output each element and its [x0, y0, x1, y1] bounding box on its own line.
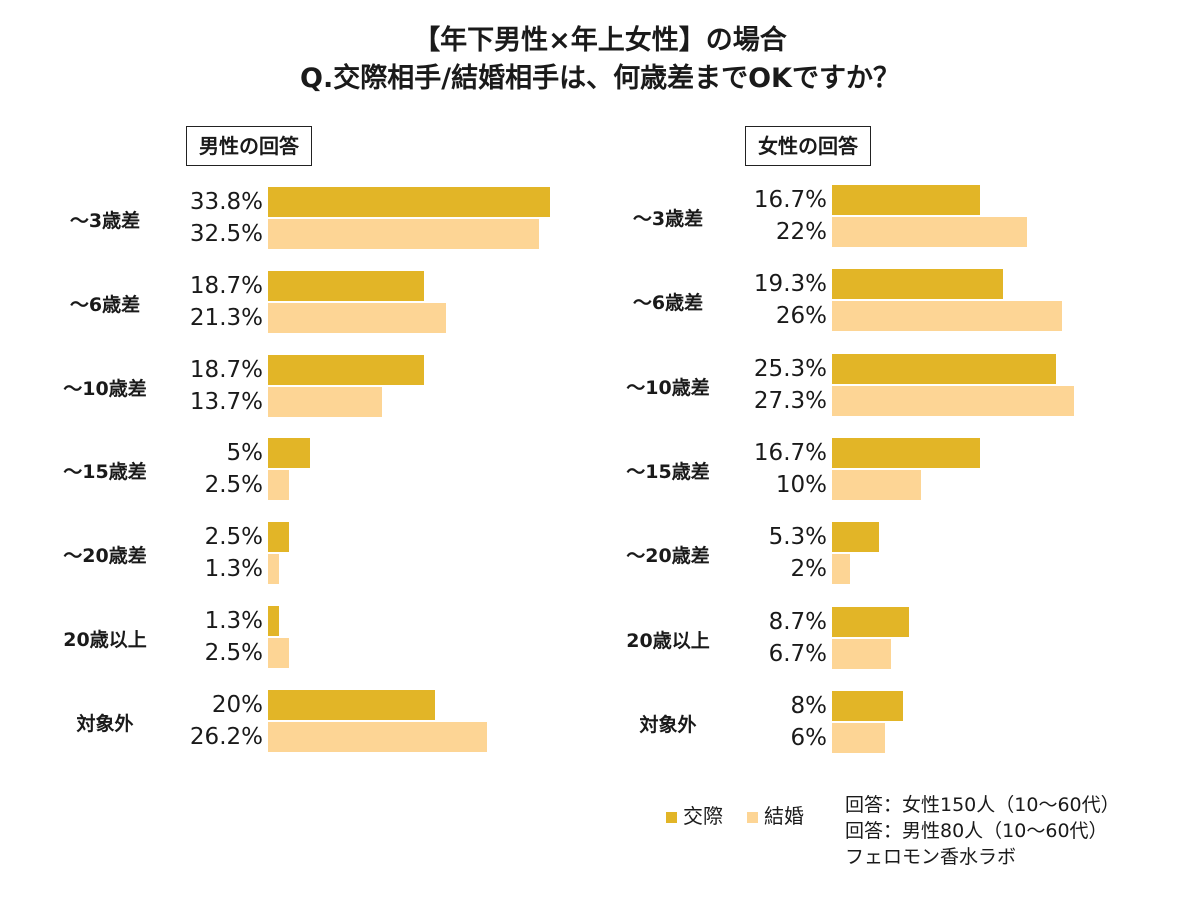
data-label: 2.5% [204, 640, 263, 666]
legend-swatch-marriage [747, 812, 758, 823]
female-panel-label: 女性の回答 [745, 126, 871, 166]
bar-marriage [268, 638, 289, 668]
bar-marriage [268, 721, 487, 752]
data-label: 20% [211, 691, 263, 718]
legend-item-marriage: 結婚 [747, 800, 804, 829]
footer-respondents-female: 回答：女性150人（10～60代） [845, 794, 1120, 816]
data-label: 33.8% [189, 189, 263, 215]
legend-swatch-dating [666, 812, 677, 823]
male-panel-label: 男性の回答 [186, 126, 312, 166]
category-label: ～15歳差 [63, 461, 147, 484]
bar-dating [832, 437, 980, 468]
category-label: 対象外 [639, 713, 697, 736]
bar-marriage [832, 554, 850, 585]
data-label: 26.2% [189, 723, 263, 750]
data-label: 1.3% [204, 608, 263, 634]
bar-marriage [832, 217, 1027, 247]
data-label: 6.7% [768, 640, 827, 667]
data-label: 18.7% [189, 356, 263, 383]
bar-dating [268, 689, 435, 720]
legend-label: 結婚 [764, 804, 804, 828]
bar-dating [268, 438, 310, 469]
category-label: ～10歳差 [63, 377, 147, 400]
bar-dating [832, 185, 980, 215]
category-label: ～10歳差 [626, 376, 710, 399]
data-label: 16.7% [753, 187, 827, 213]
footer-source: フェロモン香水ラボ [845, 846, 1017, 868]
data-label: 27.3% [753, 387, 827, 414]
bar-marriage [268, 386, 383, 417]
data-label: 13.7% [189, 388, 263, 415]
data-label: 6% [790, 724, 828, 751]
bar-dating [832, 353, 1057, 384]
bar-marriage [832, 638, 892, 669]
bar-dating [268, 606, 279, 636]
bar-marriage [268, 554, 279, 585]
bar-dating [832, 269, 1003, 300]
bar-dating [832, 690, 903, 721]
bar-marriage [268, 470, 289, 501]
data-label: 26% [775, 303, 827, 330]
data-label: 8.7% [768, 608, 827, 635]
bar-marriage [268, 219, 540, 249]
footer-respondents-male: 回答：男性80人（10～60代） [845, 820, 1108, 842]
data-label: 1.3% [204, 556, 263, 583]
category-label: ～3歳差 [632, 208, 704, 230]
category-label: 対象外 [76, 712, 134, 735]
category-label: ～6歳差 [69, 293, 141, 316]
bar-dating [268, 270, 424, 301]
bar-marriage [832, 722, 886, 753]
bar-dating [832, 606, 910, 637]
data-label: 19.3% [753, 271, 827, 298]
data-label: 8% [790, 692, 828, 719]
data-label: 32.5% [189, 221, 263, 247]
data-label: 25.3% [753, 355, 827, 382]
data-label: 10% [775, 471, 827, 498]
footer-notes: 回答：女性150人（10～60代） 回答：男性80人（10～60代） フェロモン… [845, 792, 1120, 870]
bar-dating [268, 522, 289, 553]
category-label: 20歳以上 [626, 629, 710, 652]
data-label: 5% [226, 440, 264, 467]
legend-label: 交際 [683, 804, 723, 828]
bar-marriage [832, 301, 1063, 332]
chart-title: 【年下男性×年上女性】の場合 [413, 25, 787, 56]
bar-marriage [268, 302, 446, 333]
data-label: 16.7% [753, 439, 827, 466]
category-label: 20歳以上 [63, 629, 147, 651]
chart-subtitle: Q.交際相手/結婚相手は、何歳差までOKですか？ [300, 63, 900, 94]
bar-dating [268, 187, 550, 217]
data-label: 18.7% [189, 272, 263, 299]
data-label: 2% [790, 556, 828, 583]
legend-item-dating: 交際 [666, 800, 723, 829]
category-label: ～20歳差 [63, 545, 147, 568]
data-label: 22% [775, 219, 827, 245]
category-label: ～6歳差 [632, 292, 704, 315]
data-label: 2.5% [204, 524, 263, 551]
category-label: ～15歳差 [626, 460, 710, 483]
bar-dating [832, 522, 879, 553]
data-label: 2.5% [204, 472, 263, 499]
data-label: 5.3% [768, 524, 827, 551]
bar-marriage [832, 469, 921, 500]
bar-marriage [832, 385, 1074, 416]
data-label: 21.3% [189, 304, 263, 331]
category-label: ～3歳差 [69, 210, 141, 232]
category-label: ～20歳差 [626, 545, 710, 568]
bar-dating [268, 354, 424, 385]
